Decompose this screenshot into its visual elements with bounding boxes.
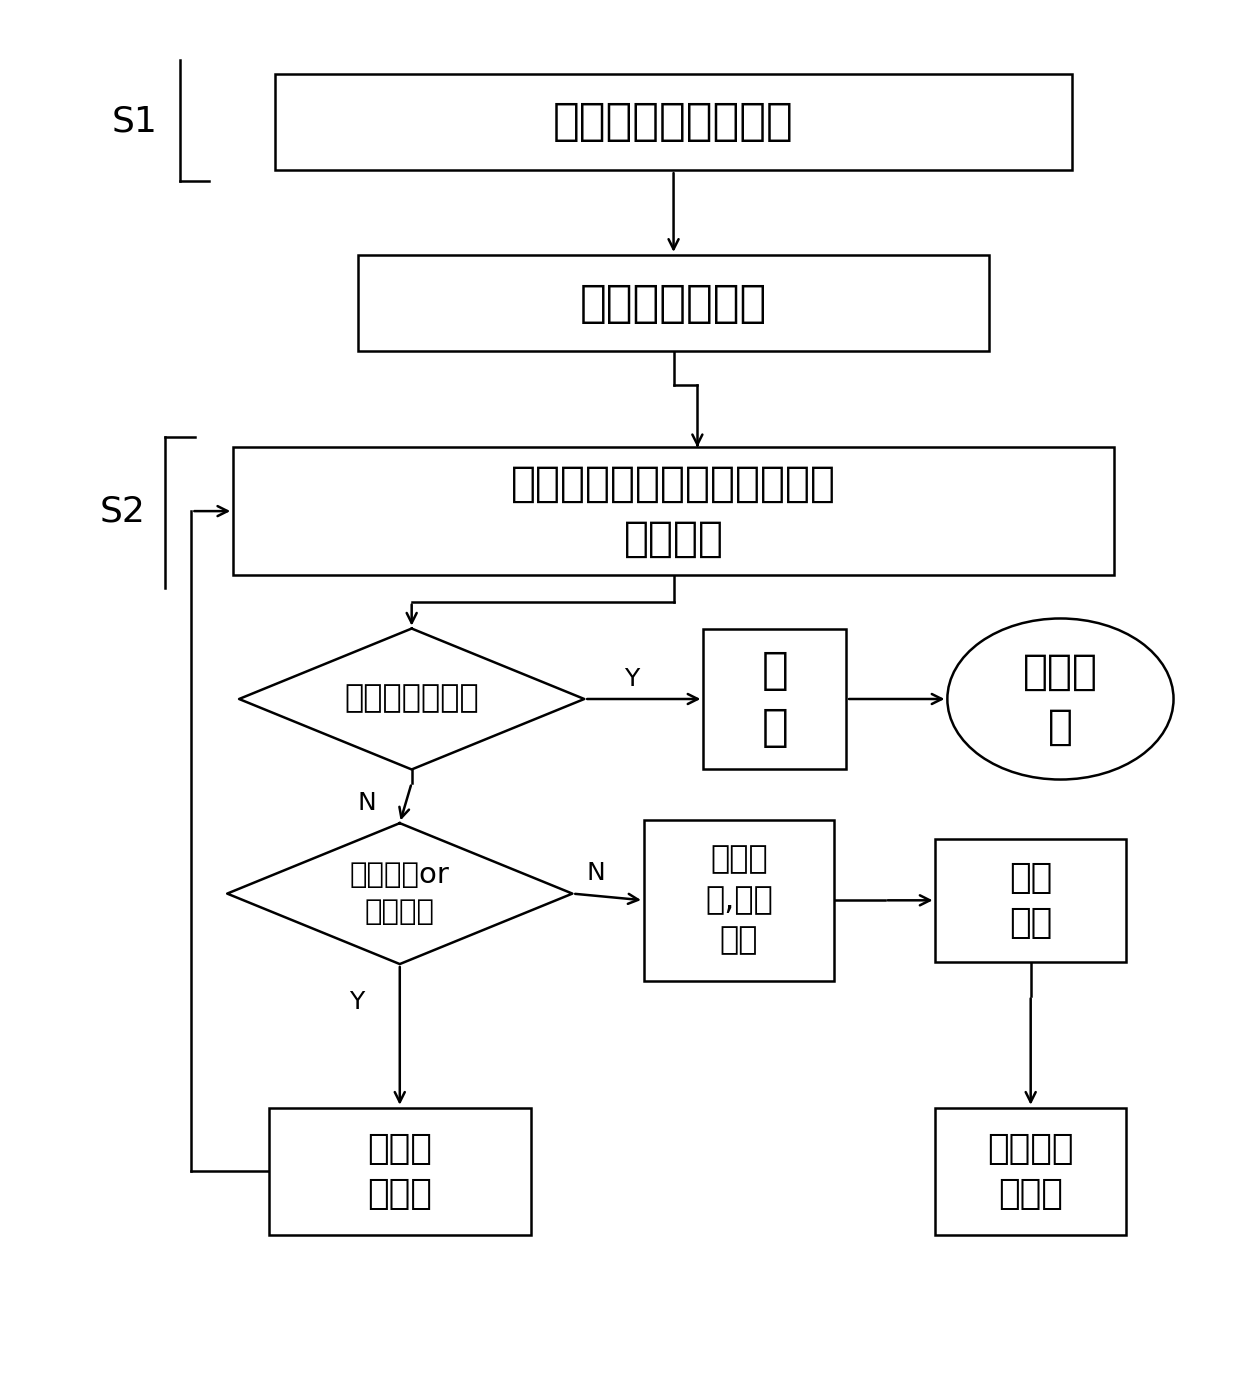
Polygon shape bbox=[227, 823, 573, 965]
Bar bbox=[275, 74, 1073, 171]
Polygon shape bbox=[239, 629, 584, 769]
Text: 用迪杰斯特拉算法搜索，给出
最短路径: 用迪杰斯特拉算法搜索，给出 最短路径 bbox=[511, 463, 836, 559]
Text: 生成道路拓扑图: 生成道路拓扑图 bbox=[580, 281, 768, 324]
Text: 结束探
测: 结束探 测 bbox=[1023, 650, 1097, 748]
Text: S2: S2 bbox=[99, 493, 145, 528]
Text: Y: Y bbox=[624, 667, 640, 691]
Text: 剔除这
条路段: 剔除这 条路段 bbox=[367, 1132, 433, 1211]
Text: Y: Y bbox=[348, 990, 365, 1014]
Text: 获取起点、终点坐标: 获取起点、终点坐标 bbox=[553, 101, 794, 144]
Text: 路段拥堵or
有来车？: 路段拥堵or 有来车？ bbox=[350, 861, 450, 925]
Text: 到达目标节点？: 到达目标节点？ bbox=[345, 684, 479, 714]
Text: 前面
关灯: 前面 关灯 bbox=[1009, 861, 1053, 939]
Bar bbox=[935, 1107, 1126, 1236]
Text: N: N bbox=[357, 791, 376, 815]
Bar bbox=[644, 819, 835, 981]
Text: 后续节点
为终点: 后续节点 为终点 bbox=[987, 1132, 1074, 1211]
Bar bbox=[703, 629, 846, 769]
Ellipse shape bbox=[947, 618, 1173, 780]
Bar bbox=[233, 447, 1114, 575]
Text: 关
灯: 关 灯 bbox=[761, 649, 789, 749]
Text: N: N bbox=[587, 861, 605, 885]
Bar bbox=[935, 839, 1126, 962]
Text: S1: S1 bbox=[112, 105, 157, 138]
Bar bbox=[269, 1107, 531, 1236]
Bar bbox=[358, 254, 990, 351]
Text: 用该路
段,后续
开灯: 用该路 段,后续 开灯 bbox=[706, 844, 773, 956]
